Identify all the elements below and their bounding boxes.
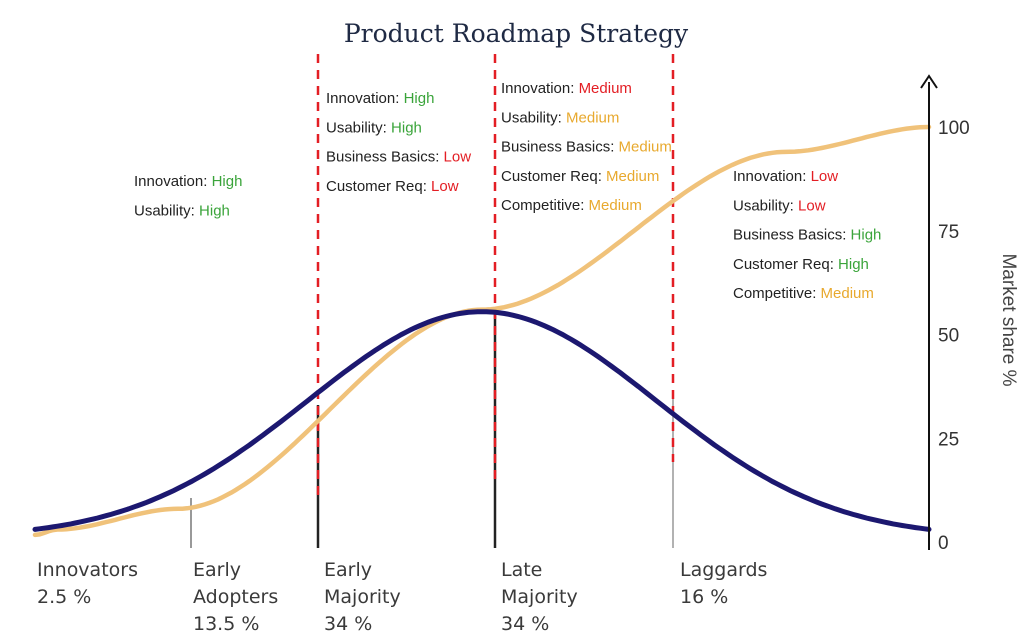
y-tick-label: 75 <box>938 222 959 243</box>
annotation-value: Low <box>811 168 839 185</box>
annotation-label: Customer Req: <box>733 256 838 273</box>
annotation-item: Usability: High <box>326 119 422 136</box>
segment-name: Majority <box>501 586 578 608</box>
annotation-item: Innovation: Low <box>733 168 838 185</box>
segment-name: Adopters <box>193 586 278 608</box>
y-tick-label: 100 <box>938 118 970 139</box>
y-axis-label: Market share % <box>998 253 1019 386</box>
annotation-value: Medium <box>619 139 672 156</box>
annotation-item: Innovation: High <box>134 173 242 190</box>
strategy-boundaries <box>316 54 675 500</box>
annotation-item: Innovation: High <box>326 90 434 107</box>
annotation-item: Business Basics: Medium <box>501 139 672 156</box>
annotation-item: Business Basics: High <box>733 227 881 244</box>
segment-share: 34 % <box>501 613 549 635</box>
annotation-item: Usability: High <box>134 202 230 219</box>
annotation-value: Low <box>798 197 826 214</box>
annotation-label: Usability: <box>134 202 199 219</box>
chart-title: Product Roadmap Strategy <box>344 19 689 48</box>
annotation-value: High <box>199 202 230 219</box>
annotation-label: Innovation: <box>501 80 579 97</box>
annotation-value: Medium <box>821 285 874 302</box>
segment-label: Early Adopters 13.5 % <box>193 559 278 635</box>
annotation-value: Medium <box>566 109 619 126</box>
segment-name: Innovators <box>37 559 138 581</box>
annotation-value: Medium <box>589 197 642 214</box>
annotation-value: Low <box>431 178 459 195</box>
segment-label: Laggards 16 % <box>680 559 767 608</box>
y-axis: 0 25 50 75 100 Market share % <box>920 74 1019 554</box>
y-tick-label: 0 <box>938 533 949 554</box>
annotation-label: Business Basics: <box>501 139 619 156</box>
annotation-item: Customer Req: Low <box>326 178 459 195</box>
segment-dividers <box>190 311 674 548</box>
annotation-item: Business Basics: Low <box>326 149 471 166</box>
segment-label: Early Majority 34 % <box>324 559 401 635</box>
annotation-label: Innovation: <box>134 173 212 190</box>
annotation-label: Competitive: <box>501 197 589 214</box>
segment-share: 13.5 % <box>193 613 259 635</box>
annotation-value: High <box>404 90 435 107</box>
annotation-item: Usability: Medium <box>501 109 619 126</box>
y-tick-label: 25 <box>938 429 959 450</box>
annotation-label: Usability: <box>733 197 798 214</box>
annotation-value: Medium <box>606 168 659 185</box>
annotation-label: Usability: <box>501 109 566 126</box>
segment-name: Late <box>501 559 542 581</box>
annotation-item: Competitive: Medium <box>501 197 642 214</box>
annotation-item: Customer Req: High <box>733 256 869 273</box>
annotation-value: High <box>212 173 243 190</box>
annotation-item: Usability: Low <box>733 197 826 214</box>
annotation-label: Customer Req: <box>326 178 431 195</box>
annotation-label: Innovation: <box>326 90 404 107</box>
annotation-label: Customer Req: <box>501 168 606 185</box>
annotation-value: High <box>851 227 882 244</box>
annotation-label: Innovation: <box>733 168 811 185</box>
annotation-item: Competitive: Medium <box>733 285 874 302</box>
segment-name: Laggards <box>680 559 767 581</box>
segment-name: Majority <box>324 586 401 608</box>
segment-share: 16 % <box>680 586 728 608</box>
segment-share: 34 % <box>324 613 372 635</box>
segment-labels: Innovators 2.5 % Early Adopters 13.5 % Early M… <box>37 559 767 635</box>
adoption-curve <box>32 309 932 532</box>
segment-name: Early <box>324 559 372 581</box>
annotation-item: Innovation: Medium <box>501 80 632 97</box>
annotation-label: Business Basics: <box>326 149 444 166</box>
segment-share: 2.5 % <box>37 586 91 608</box>
annotation-label: Business Basics: <box>733 227 851 244</box>
segment-label: Innovators 2.5 % <box>37 559 138 608</box>
annotation-value: Medium <box>579 80 632 97</box>
segment-label: Late Majority 34 % <box>501 559 578 635</box>
annotation-label: Competitive: <box>733 285 821 302</box>
segment-name: Early <box>193 559 241 581</box>
annotation-value: High <box>391 119 422 136</box>
annotation-label: Usability: <box>326 119 391 136</box>
y-axis-arrow <box>920 74 938 89</box>
annotation-item: Customer Req: Medium <box>501 168 659 185</box>
annotation-value: High <box>838 256 869 273</box>
y-tick-label: 50 <box>938 326 959 347</box>
annotation-value: Low <box>444 149 472 166</box>
